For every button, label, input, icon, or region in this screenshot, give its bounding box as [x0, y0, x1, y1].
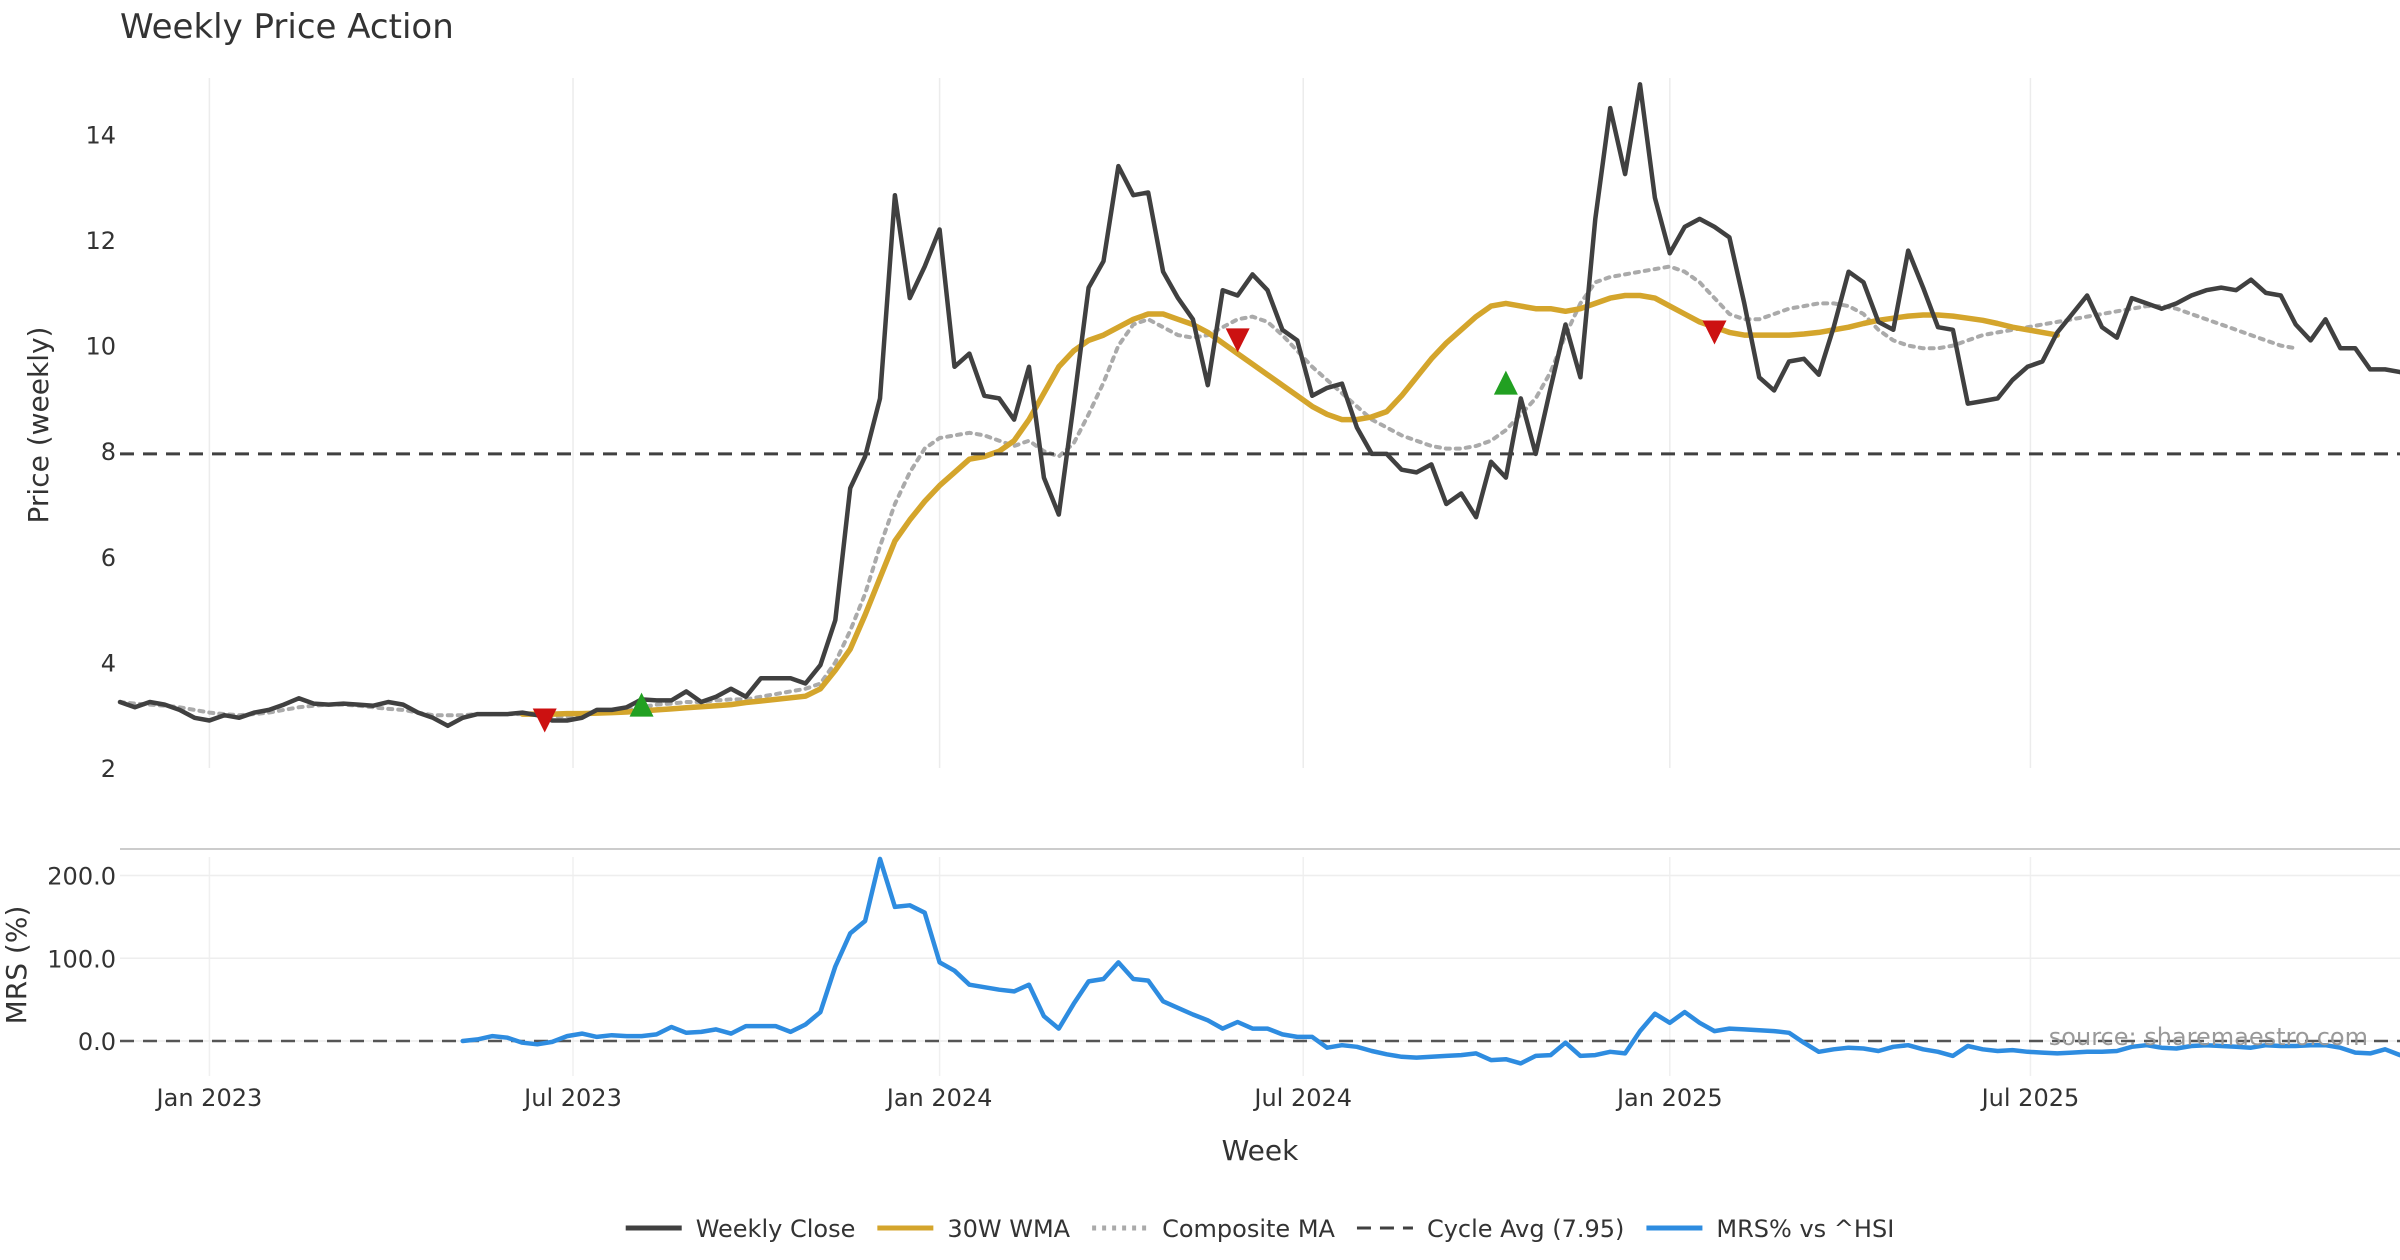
x-ticks: Jan 2023 Jul 2023 Jan 2024 Jul 2024 Jan 2025… [155, 1084, 2080, 1112]
signal-markers [532, 320, 1727, 733]
price-y-ticks: 2 4 6 8 10 12 14 [85, 121, 116, 783]
x-axis-label: Week [1222, 1134, 1299, 1167]
mrs-series [120, 856, 2400, 1066]
mrs-y-tick-0: 0.0 [78, 1028, 116, 1056]
price-y-tick-1: 4 [101, 649, 116, 677]
chart-title: Weekly Price Action [120, 7, 454, 47]
legend-label-1: 30W WMA [947, 1215, 1070, 1243]
price-y-tick-4: 10 [85, 333, 116, 361]
series-30w-wma [519, 292, 2061, 717]
mrs-y-tick-2: 200.0 [47, 862, 116, 890]
legend-label-4: MRS% vs ^HSI [1716, 1215, 1894, 1243]
legend-label-3: Cycle Avg (7.95) [1427, 1215, 1624, 1243]
mrs-y-tick-1: 100.0 [47, 945, 116, 973]
price-y-tick-3: 8 [101, 438, 116, 466]
x-tick-0: Jan 2023 [155, 1084, 263, 1112]
series-mrs-vs-hsi [460, 856, 2400, 1066]
x-tick-5: Jul 2025 [1980, 1084, 2080, 1112]
buy-marker-1 [629, 692, 654, 717]
sell-marker-2 [1225, 328, 1250, 353]
price-grid [208, 78, 2032, 1076]
price-y-tick-0: 2 [101, 755, 116, 783]
mrs-y-label: MRS (%) [0, 906, 33, 1025]
series-weekly-close [117, 82, 2400, 729]
mrs-y-ticks: 0.0 100.0 200.0 [47, 862, 116, 1056]
sell-marker-4 [1702, 320, 1727, 345]
sell-marker-0 [532, 708, 557, 733]
source-annotation: source: sharemaestro.com [2049, 1023, 2368, 1051]
x-tick-2: Jan 2024 [885, 1084, 993, 1112]
legend-label-0: Weekly Close [696, 1215, 856, 1243]
legend: Weekly Close 30W WMA Composite MA Cycle Avg… [625, 1215, 1894, 1243]
price-y-tick-2: 6 [101, 544, 116, 572]
price-y-tick-5: 12 [85, 227, 116, 255]
x-tick-3: Jul 2024 [1252, 1084, 1352, 1112]
buy-marker-3 [1493, 370, 1518, 395]
price-y-tick-6: 14 [85, 121, 116, 149]
legend-label-2: Composite MA [1162, 1215, 1335, 1243]
price-series [117, 82, 2400, 729]
x-tick-1: Jul 2023 [522, 1084, 622, 1112]
x-tick-4: Jan 2025 [1615, 1084, 1723, 1112]
mrs-grid [120, 874, 2400, 1042]
price-y-label: Price (weekly) [22, 327, 55, 524]
